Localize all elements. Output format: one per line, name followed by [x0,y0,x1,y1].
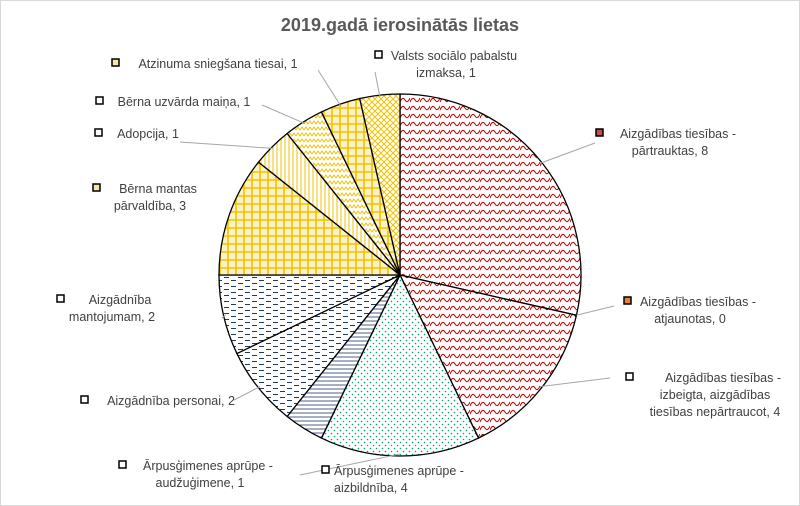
data-label: Ārpusģimenes aprūpe -aizbildnība, 4 [321,464,464,495]
leader-line [221,314,226,319]
legend-key [623,296,632,305]
data-label-text: Aizgādības tiesības -pārtrauktas, 8 [620,127,736,158]
data-label-text: Aizgādības tiesības -izbeigta, aizgādība… [650,371,781,419]
legend-key [374,50,383,59]
data-label: Ārpusģimenes aprūpe -audžuģimene, 1 [118,459,273,490]
legend-key [92,183,101,192]
legend-key [94,128,103,137]
pie-slice [398,274,578,439]
data-label: Aizgādības tiesības -atjaunotas, 0 [623,295,756,326]
data-label-text: Bērna mantas pārvaldība, 3 [114,182,197,213]
data-label-text: Atzinuma sniegšana tiesai, 1 [138,57,297,71]
legend-key [95,96,104,105]
data-label: Adopcija, 1 [94,127,179,141]
data-label: Bērna uzvārda maiņa, 1 [95,95,251,109]
data-label: Valsts sociālo pabalstu izmaksa, 1 [374,49,517,80]
leader-line [539,142,596,164]
pie-slices [218,93,582,457]
leader-line [374,71,381,98]
data-label: Bērna mantas pārvaldība, 3 [92,182,197,213]
leader-lines [179,69,615,476]
leader-line [299,453,401,476]
data-label: Aizgādības tiesības -izbeigta, aizgādība… [625,371,781,419]
pie-slice [218,161,402,276]
legend-key [80,395,89,404]
leader-line [317,69,342,107]
data-labels: Aizgādības tiesības -pārtrauktas, 8 Aizgā… [56,49,781,495]
legend-key [321,465,330,474]
leader-line [179,141,274,149]
data-label-text: Bērna uzvārda maiņa, 1 [118,95,251,109]
data-label-text: Aizgādnība mantojumam, 2 [69,293,155,324]
legend-key [118,460,127,469]
leader-line [261,104,305,124]
leader-line [233,386,261,401]
data-label: Aizgādnība personai, 2 [80,394,235,408]
legend-key [595,128,604,137]
pie-slice [320,273,480,457]
pie-slice [399,93,582,317]
chart-title: 2019.gadā ierosinātās lietas [281,15,519,35]
data-label-text: Ārpusģimenes aprūpe -aizbildnība, 4 [334,464,464,495]
data-label-text: Aizgādības tiesības -atjaunotas, 0 [640,295,756,326]
data-label-text: Adopcija, 1 [117,127,179,141]
leader-line [539,377,611,388]
legend-key [625,372,634,381]
legend-key [111,58,120,67]
data-label-text: Valsts sociālo pabalstu izmaksa, 1 [391,49,517,80]
leader-line [576,305,615,316]
data-label: Atzinuma sniegšana tiesai, 1 [111,57,298,71]
data-label-text: Aizgādnība personai, 2 [107,394,235,408]
legend-key [56,294,65,303]
data-label-text: Ārpusģimenes aprūpe -audžuģimene, 1 [143,459,273,490]
data-label: Aizgādības tiesības -pārtrauktas, 8 [595,127,736,158]
data-label: Aizgādnība mantojumam, 2 [56,293,155,324]
